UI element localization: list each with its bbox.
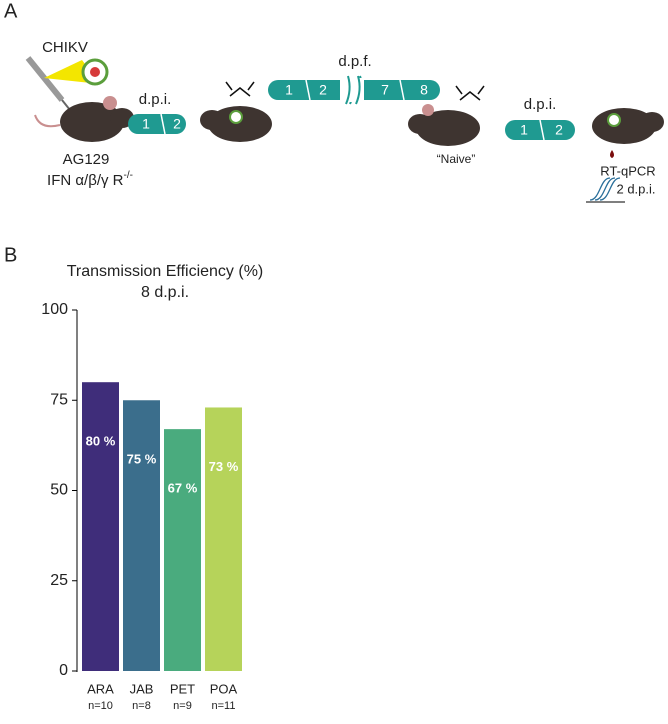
bar-value-label: 80 % bbox=[86, 434, 116, 449]
assay-time-label: 2 d.p.i. bbox=[616, 181, 655, 196]
syringe bbox=[25, 56, 109, 111]
mouse bbox=[34, 96, 134, 142]
day-label: 8 bbox=[420, 82, 428, 98]
naive-label: “Naive” bbox=[437, 152, 476, 166]
day-label: 7 bbox=[381, 82, 389, 98]
bar-value-label: 75 % bbox=[127, 452, 157, 467]
y-tick-label: 100 bbox=[41, 301, 68, 318]
y-tick-label: 0 bbox=[59, 662, 68, 679]
mouse bbox=[200, 81, 272, 142]
strain-label: AG129 bbox=[63, 151, 110, 168]
day-label: 1 bbox=[520, 122, 528, 138]
timeline-pill bbox=[128, 114, 186, 134]
day-label: 2 bbox=[555, 122, 563, 138]
bar bbox=[123, 400, 160, 671]
bar bbox=[205, 407, 242, 671]
day-label: 1 bbox=[285, 82, 293, 98]
x-tick-label: ARA bbox=[87, 681, 114, 696]
virus-label: CHIKV bbox=[42, 39, 88, 56]
bar-value-label: 73 % bbox=[209, 459, 239, 474]
panel-label: A bbox=[4, 0, 18, 22]
x-tick-label: JAB bbox=[130, 681, 154, 696]
y-tick-label: 75 bbox=[50, 391, 68, 408]
bar bbox=[164, 429, 201, 671]
timeline-label: d.p.i. bbox=[139, 91, 172, 108]
assay-label: RT-qPCR bbox=[600, 163, 655, 178]
sample-size-label: n=8 bbox=[132, 700, 151, 712]
y-tick-label: 50 bbox=[50, 482, 68, 499]
panel-label: B bbox=[4, 244, 17, 266]
chart-title: Transmission Efficiency (%) bbox=[67, 263, 264, 280]
timeline-pill bbox=[505, 120, 575, 140]
chart-subtitle: 8 d.p.i. bbox=[141, 284, 189, 301]
y-tick-label: 25 bbox=[50, 572, 68, 589]
sample-size-label: n=9 bbox=[173, 700, 192, 712]
day-label: 1 bbox=[142, 116, 150, 132]
sample-size-label: n=10 bbox=[88, 700, 113, 712]
mouse bbox=[408, 85, 485, 146]
qpcr-curves bbox=[586, 177, 625, 203]
x-tick-label: POA bbox=[210, 681, 238, 696]
mouse bbox=[592, 108, 664, 158]
bar bbox=[82, 382, 119, 671]
bar-value-label: 67 % bbox=[168, 481, 198, 496]
day-label: 2 bbox=[173, 116, 181, 132]
genotype-label: IFN α/β/γ R-/- bbox=[47, 170, 133, 189]
timeline-label: d.p.i. bbox=[524, 96, 557, 113]
day-label: 2 bbox=[319, 82, 327, 98]
timeline-label: d.p.f. bbox=[338, 53, 371, 70]
x-tick-label: PET bbox=[170, 681, 195, 696]
sample-size-label: n=11 bbox=[212, 700, 236, 712]
